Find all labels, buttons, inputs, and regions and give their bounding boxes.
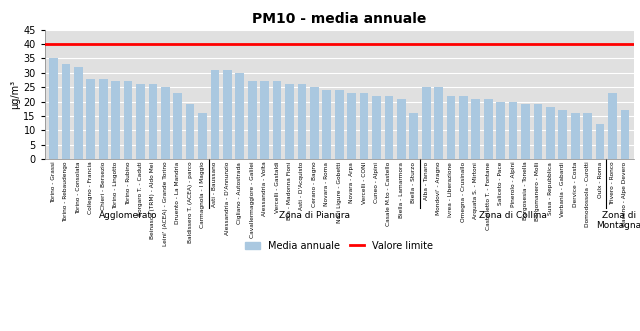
Bar xyxy=(596,124,604,159)
Bar xyxy=(447,96,455,159)
Bar xyxy=(211,70,220,159)
Bar xyxy=(608,93,617,159)
Bar xyxy=(559,110,567,159)
Bar xyxy=(298,84,307,159)
Bar xyxy=(260,81,269,159)
Bar xyxy=(621,110,629,159)
Bar xyxy=(484,99,493,159)
Bar xyxy=(310,87,319,159)
Y-axis label: μg/m³: μg/m³ xyxy=(10,80,20,109)
Bar xyxy=(534,104,542,159)
Bar xyxy=(74,67,83,159)
Bar xyxy=(509,102,518,159)
Bar xyxy=(86,78,95,159)
Bar xyxy=(397,99,406,159)
Bar xyxy=(546,107,555,159)
Bar xyxy=(148,84,157,159)
Bar xyxy=(273,81,282,159)
Bar xyxy=(521,104,530,159)
Bar xyxy=(360,93,369,159)
Title: PM10 - media annuale: PM10 - media annuale xyxy=(252,12,426,26)
Text: Zona di
Montagna: Zona di Montagna xyxy=(596,211,640,230)
Bar xyxy=(348,93,356,159)
Bar xyxy=(385,96,393,159)
Bar xyxy=(111,81,120,159)
Bar xyxy=(61,64,70,159)
Bar xyxy=(335,90,344,159)
Bar xyxy=(49,59,58,159)
Bar xyxy=(472,99,480,159)
Bar xyxy=(161,87,170,159)
Text: Agglomerato: Agglomerato xyxy=(99,211,157,219)
Legend: Media annuale, Valore limite: Media annuale, Valore limite xyxy=(246,241,433,251)
Bar xyxy=(198,113,207,159)
Bar xyxy=(124,81,132,159)
Bar xyxy=(136,84,145,159)
Bar xyxy=(99,78,108,159)
Bar xyxy=(236,73,244,159)
Bar xyxy=(248,81,257,159)
Bar xyxy=(583,113,592,159)
Bar xyxy=(323,90,331,159)
Bar xyxy=(410,113,418,159)
Text: Zona di Collina: Zona di Collina xyxy=(479,211,547,219)
Bar xyxy=(372,96,381,159)
Bar xyxy=(571,113,580,159)
Bar xyxy=(434,87,443,159)
Bar xyxy=(459,96,468,159)
Bar xyxy=(285,84,294,159)
Text: Zona di Pianura: Zona di Pianura xyxy=(279,211,350,219)
Bar xyxy=(223,70,232,159)
Bar xyxy=(422,87,431,159)
Bar xyxy=(173,93,182,159)
Bar xyxy=(186,104,195,159)
Bar xyxy=(497,102,505,159)
